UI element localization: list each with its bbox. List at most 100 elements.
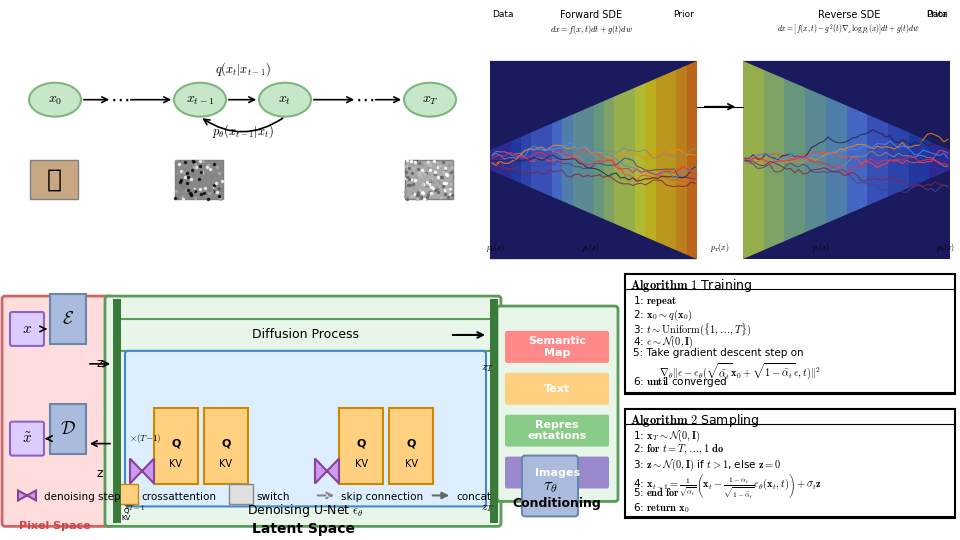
Ellipse shape: [174, 83, 226, 117]
Text: 1: $\mathbf{x}_T \sim \mathcal{N}(\mathbf{0}, \mathbf{I})$: 1: $\mathbf{x}_T \sim \mathcal{N}(\mathb…: [633, 429, 701, 444]
FancyBboxPatch shape: [836, 61, 847, 259]
FancyBboxPatch shape: [754, 61, 764, 259]
Text: $\times(T\!-\!1)$: $\times(T\!-\!1)$: [129, 432, 161, 445]
FancyBboxPatch shape: [113, 299, 121, 523]
FancyBboxPatch shape: [847, 61, 857, 259]
FancyBboxPatch shape: [50, 294, 86, 344]
Text: $\cdots$: $\cdots$: [355, 90, 374, 109]
Text: $\mathbf{Algorithm\ 1}$ Training: $\mathbf{Algorithm\ 1}$ Training: [630, 277, 753, 294]
Polygon shape: [130, 458, 154, 483]
Text: 3: $t \sim \mathrm{Uniform}(\{1,\ldots,T\})$: 3: $t \sim \mathrm{Uniform}(\{1,\ldots,T…: [633, 321, 752, 338]
Text: 4: $\mathbf{x}_{t-1} = \frac{1}{\sqrt{\alpha_t}}\left(\mathbf{x}_t - \frac{1-\al: 4: $\mathbf{x}_{t-1} = \frac{1}{\sqrt{\a…: [633, 472, 822, 501]
FancyBboxPatch shape: [929, 61, 940, 259]
FancyBboxPatch shape: [743, 61, 950, 259]
Text: Q: Q: [406, 438, 416, 449]
FancyBboxPatch shape: [154, 408, 198, 484]
Text: Forward SDE: Forward SDE: [560, 10, 622, 20]
FancyBboxPatch shape: [50, 404, 86, 454]
FancyBboxPatch shape: [573, 61, 583, 259]
Text: $z_T$: $z_T$: [481, 363, 493, 374]
FancyBboxPatch shape: [899, 61, 908, 259]
FancyBboxPatch shape: [10, 422, 44, 456]
Text: z: z: [97, 467, 104, 480]
Text: Data: Data: [492, 10, 514, 19]
Text: Prior: Prior: [925, 10, 947, 19]
Text: 6: $\mathbf{until}$ converged: 6: $\mathbf{until}$ converged: [633, 375, 728, 389]
FancyBboxPatch shape: [583, 61, 593, 259]
FancyBboxPatch shape: [532, 61, 541, 259]
Text: $q(x_t|x_{t-1})$: $q(x_t|x_{t-1})$: [214, 60, 271, 78]
Text: $\mathcal{D}$: $\mathcal{D}$: [60, 420, 76, 437]
Text: Repres
entations: Repres entations: [527, 420, 587, 442]
Text: Pixel Space: Pixel Space: [19, 522, 91, 531]
Text: 1: $\mathbf{repeat}$: 1: $\mathbf{repeat}$: [633, 294, 677, 308]
Text: Q
KV: Q KV: [121, 508, 131, 521]
Text: z: z: [97, 357, 104, 370]
Text: 5: $\mathbf{end\ for}$: 5: $\mathbf{end\ for}$: [633, 487, 680, 498]
Text: Images: Images: [535, 468, 580, 477]
FancyBboxPatch shape: [743, 61, 754, 259]
FancyBboxPatch shape: [563, 61, 573, 259]
FancyBboxPatch shape: [125, 351, 486, 507]
Text: $p_\theta(x_{t-1}|x_t)$: $p_\theta(x_{t-1}|x_t)$: [211, 122, 274, 139]
Text: Q: Q: [171, 438, 180, 449]
Polygon shape: [743, 61, 950, 150]
Text: $\cdots$: $\cdots$: [110, 90, 130, 109]
FancyBboxPatch shape: [666, 61, 676, 259]
Text: crossattention: crossattention: [141, 492, 216, 502]
FancyBboxPatch shape: [405, 159, 453, 199]
Text: Conditioning: Conditioning: [513, 497, 601, 510]
Text: KV: KV: [220, 458, 232, 469]
FancyBboxPatch shape: [505, 331, 609, 363]
FancyBboxPatch shape: [30, 159, 78, 199]
Text: $z_{T-1}$: $z_{T-1}$: [125, 503, 146, 514]
Polygon shape: [490, 170, 697, 259]
Text: $dx=[f(x,t)-g^2(t)\nabla_x\log p_t(x)]dt+g(t)d\bar{w}$: $dx=[f(x,t)-g^2(t)\nabla_x\log p_t(x)]dt…: [778, 23, 921, 38]
Text: Semantic
Map: Semantic Map: [528, 336, 586, 357]
FancyBboxPatch shape: [2, 296, 113, 526]
FancyBboxPatch shape: [175, 159, 223, 199]
FancyBboxPatch shape: [604, 61, 614, 259]
Ellipse shape: [259, 83, 311, 117]
Text: $p_t(x)$: $p_t(x)$: [582, 241, 600, 254]
FancyBboxPatch shape: [940, 61, 950, 259]
Polygon shape: [18, 490, 36, 501]
FancyBboxPatch shape: [552, 61, 563, 259]
Text: 4: $\epsilon \sim \mathcal{N}(\mathbf{0}, \mathbf{I})$: 4: $\epsilon \sim \mathcal{N}(\mathbf{0}…: [633, 334, 694, 350]
FancyBboxPatch shape: [888, 61, 899, 259]
FancyBboxPatch shape: [774, 61, 784, 259]
Text: $x_t$: $x_t$: [278, 93, 292, 107]
FancyBboxPatch shape: [490, 61, 500, 259]
FancyBboxPatch shape: [204, 408, 248, 484]
Polygon shape: [315, 458, 339, 483]
Text: 6: $\mathbf{return}\ \mathbf{x}_0$: 6: $\mathbf{return}\ \mathbf{x}_0$: [633, 501, 690, 515]
FancyBboxPatch shape: [676, 61, 686, 259]
FancyBboxPatch shape: [795, 61, 805, 259]
FancyBboxPatch shape: [229, 484, 253, 504]
FancyBboxPatch shape: [815, 61, 826, 259]
Text: $\nabla_\theta \|\epsilon - \epsilon_\theta(\sqrt{\bar{\alpha}_t}\mathbf{x}_0 + : $\nabla_\theta \|\epsilon - \epsilon_\th…: [643, 361, 821, 381]
FancyBboxPatch shape: [511, 61, 521, 259]
Text: denoising step: denoising step: [44, 492, 121, 502]
Polygon shape: [490, 61, 697, 150]
FancyBboxPatch shape: [784, 61, 795, 259]
Text: KV: KV: [404, 458, 418, 469]
FancyBboxPatch shape: [635, 61, 645, 259]
Text: 2: $\mathbf{for}\ t = T, \ldots, 1\ \mathbf{do}$: 2: $\mathbf{for}\ t = T, \ldots, 1\ \mat…: [633, 443, 725, 456]
FancyBboxPatch shape: [521, 61, 532, 259]
Text: $p_t(x)$: $p_t(x)$: [812, 241, 830, 254]
Text: 3: $\mathbf{z} \sim \mathcal{N}(\mathbf{0}, \mathbf{I})$ if $t > 1$, else $\math: 3: $\mathbf{z} \sim \mathcal{N}(\mathbf{…: [633, 457, 781, 473]
FancyBboxPatch shape: [118, 319, 492, 351]
FancyBboxPatch shape: [497, 306, 618, 502]
FancyBboxPatch shape: [919, 61, 929, 259]
Text: $p_0(x)$: $p_0(x)$: [486, 241, 504, 254]
FancyBboxPatch shape: [505, 373, 609, 405]
Text: Q: Q: [222, 438, 230, 449]
Text: 5: Take gradient descent step on: 5: Take gradient descent step on: [633, 348, 804, 358]
FancyBboxPatch shape: [826, 61, 836, 259]
FancyBboxPatch shape: [505, 457, 609, 489]
Text: 👤: 👤: [46, 167, 61, 192]
FancyBboxPatch shape: [686, 61, 697, 259]
FancyBboxPatch shape: [805, 61, 815, 259]
Text: KV: KV: [170, 458, 182, 469]
